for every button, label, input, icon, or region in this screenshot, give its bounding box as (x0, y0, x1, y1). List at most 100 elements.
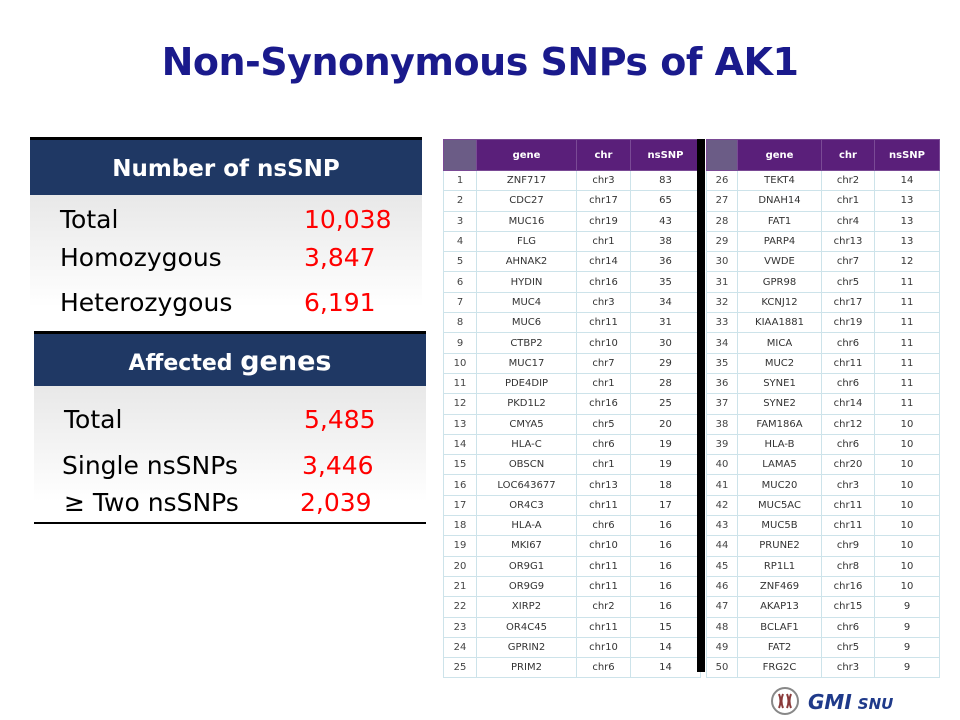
nssnp-cell: 16 (630, 575, 701, 598)
nssnp-cell: 10 (874, 474, 940, 496)
nssnp-cell: 13 (874, 210, 940, 232)
row-index: 17 (443, 494, 477, 517)
gene-cell: FRG2C (737, 657, 822, 679)
chr-cell: chr6 (576, 433, 631, 456)
genes-panel-body: Total 5,485 Single nsSNPs 3,446 ≥ Two ns… (34, 386, 426, 524)
chr-cell: chr13 (821, 230, 875, 253)
row-index: 47 (706, 596, 738, 618)
chr-cell: chr19 (576, 210, 631, 232)
col-header-index (706, 139, 738, 171)
row-index: 35 (706, 352, 738, 374)
nssnp-cell: 10 (874, 433, 940, 456)
gene-cell: MKI67 (476, 535, 577, 557)
gene-cell: RP1L1 (737, 555, 822, 577)
gene-cell: KCNJ12 (737, 291, 822, 314)
nssnp-cell: 10 (874, 494, 940, 517)
gene-cell: XIRP2 (476, 596, 577, 618)
gene-cell: PARP4 (737, 230, 822, 253)
gene-cell: ZNF469 (737, 575, 822, 598)
gene-cell: FAT2 (737, 636, 822, 659)
nssnp-cell: 31 (630, 312, 701, 334)
table-row: 28 FAT1 chr4 13 (706, 210, 940, 232)
nssnp-cell: 19 (630, 433, 701, 456)
gene-cell: HLA-C (476, 433, 577, 456)
nssnp-cell: 9 (874, 636, 940, 659)
table-divider (697, 139, 705, 672)
gene-cell: VWDE (737, 251, 822, 273)
table-row: 2 CDC27 chr17 65 (443, 190, 701, 212)
nssnp-homozygous-value: 3,847 (304, 243, 376, 272)
nssnp-cell: 11 (874, 372, 940, 395)
gene-cell: LOC643677 (476, 474, 577, 496)
chr-cell: chr10 (576, 332, 631, 354)
nssnp-cell: 9 (874, 616, 940, 638)
nssnp-cell: 11 (874, 312, 940, 334)
genes-header-prefix: Affected (128, 351, 233, 376)
nssnp-cell: 14 (874, 169, 940, 192)
nssnp-total-label: Total (60, 205, 119, 234)
nssnp-cell: 38 (630, 230, 701, 253)
gene-cell: GPRIN2 (476, 636, 577, 659)
gene-cell: AKAP13 (737, 596, 822, 618)
chr-cell: chr2 (821, 169, 875, 192)
table-row: 12 PKD1L2 chr16 25 (443, 393, 701, 415)
chr-cell: chr5 (576, 413, 631, 435)
table-row: 13 CMYA5 chr5 20 (443, 413, 701, 435)
row-index: 20 (443, 555, 477, 577)
row-index: 33 (706, 312, 738, 334)
table-row: 34 MICA chr6 11 (706, 332, 940, 354)
nssnp-cell: 13 (874, 190, 940, 212)
table-row: 46 ZNF469 chr16 10 (706, 575, 940, 598)
table-row: 25 PRIM2 chr6 14 (443, 657, 701, 679)
table-row: 33 KIAA1881 chr19 11 (706, 312, 940, 334)
col-header-nssnp: nsSNP (874, 139, 940, 171)
nssnp-cell: 20 (630, 413, 701, 435)
chr-cell: chr6 (576, 515, 631, 537)
nssnp-cell: 10 (874, 454, 940, 476)
snp-table-left: gene chr nsSNP 1 ZNF717 chr3 83 2 CDC27 chr17 6… (443, 139, 701, 679)
table-row: 17 OR4C3 chr11 17 (443, 494, 701, 517)
genes-single-label: Single nsSNPs (62, 451, 238, 480)
gene-cell: MUC5AC (737, 494, 822, 517)
logo-sub: SNU (857, 695, 894, 713)
gene-cell: CDC27 (476, 190, 577, 212)
nssnp-cell: 9 (874, 596, 940, 618)
table-row: 50 FRG2C chr3 9 (706, 657, 940, 679)
table-row: 39 HLA-B chr6 10 (706, 433, 940, 456)
table-row: 48 BCLAF1 chr6 9 (706, 616, 940, 638)
genes-single-value: 3,446 (302, 451, 374, 480)
genes-two-value: 2,039 (300, 488, 372, 517)
table-row: 30 VWDE chr7 12 (706, 251, 940, 273)
table-row: 4 FLG chr1 38 (443, 230, 701, 253)
row-index: 1 (443, 169, 477, 192)
gene-cell: TEKT4 (737, 169, 822, 192)
table-row: 27 DNAH14 chr1 13 (706, 190, 940, 212)
table-row: 10 MUC17 chr7 29 (443, 352, 701, 374)
chr-cell: chr11 (576, 616, 631, 638)
genes-total-value: 5,485 (304, 405, 376, 434)
gene-cell: MUC6 (476, 312, 577, 334)
table-row: 36 SYNE1 chr6 11 (706, 372, 940, 395)
table-row: 24 GPRIN2 chr10 14 (443, 636, 701, 659)
row-index: 36 (706, 372, 738, 395)
table-row: 45 RP1L1 chr8 10 (706, 555, 940, 577)
chr-cell: chr7 (576, 352, 631, 374)
gene-cell: DNAH14 (737, 190, 822, 212)
chr-cell: chr11 (576, 555, 631, 577)
chr-cell: chr11 (821, 494, 875, 517)
row-index: 13 (443, 413, 477, 435)
table-row: 31 GPR98 chr5 11 (706, 271, 940, 293)
gene-cell: HYDIN (476, 271, 577, 293)
nssnp-heterozygous-value: 6,191 (304, 288, 376, 317)
chr-cell: chr11 (576, 494, 631, 517)
nssnp-cell: 83 (630, 169, 701, 192)
row-index: 6 (443, 271, 477, 293)
row-index: 45 (706, 555, 738, 577)
chr-cell: chr11 (576, 312, 631, 334)
chr-cell: chr2 (576, 596, 631, 618)
table-row: 1 ZNF717 chr3 83 (443, 169, 701, 192)
row-index: 50 (706, 657, 738, 679)
chr-cell: chr4 (821, 210, 875, 232)
nssnp-cell: 35 (630, 271, 701, 293)
row-index: 28 (706, 210, 738, 232)
